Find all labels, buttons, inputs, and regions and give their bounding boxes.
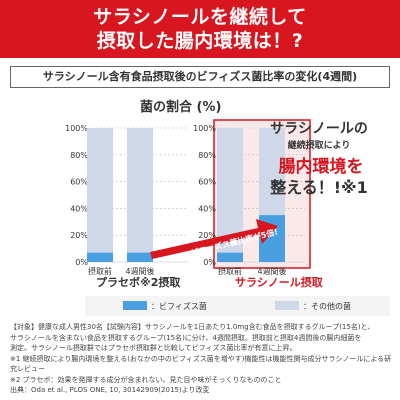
x-tick-label: 摂取前 bbox=[218, 266, 242, 276]
y-tick-label: 60% bbox=[70, 178, 88, 187]
banner-line-2: 摂取した腸内環境は！? bbox=[96, 30, 304, 52]
y-tick-label: 80% bbox=[198, 151, 216, 160]
legend-bifido-label: ：ビフィズス菌 bbox=[151, 302, 207, 311]
bar-bifido-0 bbox=[87, 252, 113, 262]
placebo-caption: プラセボ※2摂取 bbox=[96, 276, 181, 289]
y-tick-label: 100% bbox=[65, 124, 88, 133]
footnote-line: 測定。サラシノール摂取群ではプラセボ摂取群と比較してビフィズス菌比率が有意に上昇… bbox=[10, 344, 297, 352]
y-tick-label: 0% bbox=[75, 258, 88, 267]
legend-bifido-swatch bbox=[123, 301, 147, 310]
footnote-line: ※1 継続摂取により腸内環境を整える(おなかの中のビフィズス菌を増やす)機能性は… bbox=[10, 354, 392, 374]
banner-line-1: サラシノールを継続して bbox=[93, 6, 307, 28]
bar-other-1 bbox=[127, 128, 153, 253]
x-tick-label: 摂取前 bbox=[88, 266, 112, 276]
callout-line-3: 腸内環境を bbox=[278, 157, 364, 177]
y-tick-label: 40% bbox=[70, 204, 88, 213]
y-tick-label: 20% bbox=[70, 231, 88, 240]
y-tick-label: 20% bbox=[198, 231, 216, 240]
chart-legend: ：ビフィズス菌 ：その他の菌 bbox=[85, 296, 390, 316]
effect-callout: サラシノールの 継続摂取により 腸内環境を 整える！!※1 bbox=[258, 110, 380, 198]
callout-line-1: サラシノールの bbox=[270, 121, 368, 137]
salacinol-caption: サラシノール摂取 bbox=[235, 276, 323, 289]
y-tick-label: 60% bbox=[198, 178, 216, 187]
ratio-arrow bbox=[150, 219, 278, 259]
y-tick-label: 80% bbox=[70, 151, 88, 160]
y-axis-title: 菌の割合 (%) bbox=[140, 100, 222, 115]
footnotes: 【対象】健康な成人男性30名【試験内容】サラシノールを1日あたり1.0mg含む食… bbox=[10, 322, 395, 396]
y-tick-label: 100% bbox=[193, 124, 216, 133]
legend-other-swatch bbox=[275, 301, 299, 310]
callout-line-4: 整える！!※1 bbox=[270, 178, 368, 197]
title-banner: サラシノールを継続して 摂取した腸内環境は！? bbox=[0, 0, 400, 58]
bar-bifido-0 bbox=[217, 252, 243, 262]
footnote-line: 【対象】健康な成人男性30名【試験内容】サラシノールを1日あたり1.0mg含む食… bbox=[10, 323, 375, 331]
footnote-line: ※2 プラセボ：効果を発揮する成分が含まれない、見た目や味がそっくりなもののこと bbox=[10, 375, 282, 384]
y-tick-label: 40% bbox=[198, 204, 216, 213]
bar-other-0 bbox=[217, 128, 243, 253]
y-tick-label: 0% bbox=[203, 258, 216, 267]
callout-line-2: 継続摂取により bbox=[287, 141, 351, 151]
chart-subtitle: サラシノール含有食品摂取後のビフィズス菌比率の変化(4週間) bbox=[10, 66, 390, 88]
x-tick-label: 4週間後 bbox=[125, 266, 154, 276]
legend-other-label: ：その他の菌 bbox=[303, 302, 351, 311]
footnote-line: サラシノールを含まない食品を摂取するグループ(15名)に分け、4週間摂取。摂取前… bbox=[10, 333, 362, 342]
bar-other-1 bbox=[259, 128, 285, 216]
footnote-line: 出典：Oda et al., PLOS ONE, 10, 30142909(20… bbox=[10, 386, 210, 394]
bar-other-0 bbox=[87, 128, 113, 253]
bar-bifido-1 bbox=[127, 252, 153, 262]
x-tick-label: 4週間後 bbox=[257, 266, 286, 276]
